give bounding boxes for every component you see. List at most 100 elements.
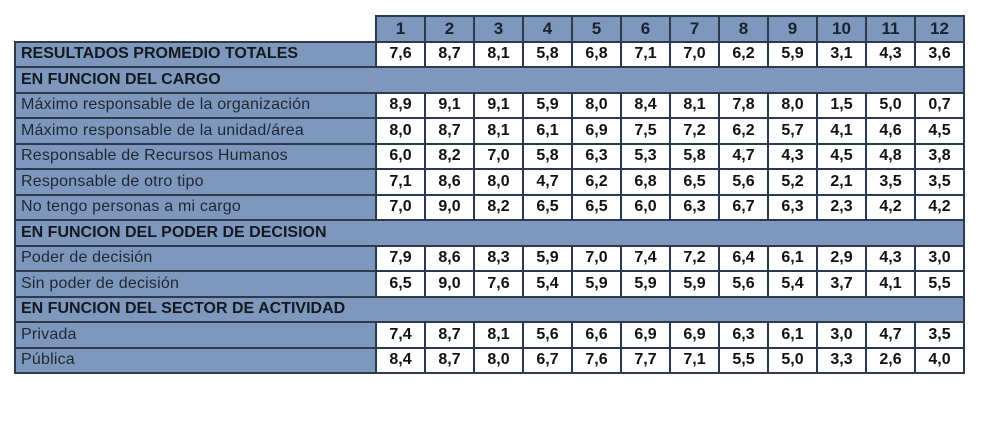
totals-label: RESULTADOS PROMEDIO TOTALES — [14, 40, 377, 68]
value-cell: 7,7 — [620, 346, 671, 374]
value-cell: 7,0 — [571, 244, 622, 272]
value-cell: 5,4 — [767, 270, 818, 298]
table-row: Máximo responsable de la unidad/área 8,0 8… — [14, 117, 965, 145]
value-cell: 3,5 — [914, 321, 965, 349]
value-cell: 6,8 — [620, 168, 671, 196]
value-cell: 6,9 — [620, 321, 671, 349]
value-cell: 5,4 — [522, 270, 573, 298]
value-cell: 4,5 — [816, 142, 867, 170]
value-cell: 8,9 — [375, 91, 426, 119]
value-cell: 9,1 — [473, 91, 524, 119]
value-cell: 8,0 — [767, 91, 818, 119]
value-cell: 3,3 — [816, 346, 867, 374]
value-cell: 8,7 — [424, 346, 475, 374]
column-header: 11 — [865, 15, 916, 43]
value-cell: 5,8 — [522, 40, 573, 68]
value-cell: 4,3 — [865, 40, 916, 68]
value-cell: 6,0 — [620, 193, 671, 221]
value-cell: 8,4 — [620, 91, 671, 119]
value-cell: 7,6 — [571, 346, 622, 374]
value-cell: 7,9 — [375, 244, 426, 272]
value-cell: 5,6 — [718, 168, 769, 196]
value-cell: 4,3 — [767, 142, 818, 170]
column-header-row: 1 2 3 4 5 6 7 8 9 10 11 12 — [15, 15, 965, 43]
value-cell: 6,7 — [718, 193, 769, 221]
value-cell: 8,0 — [571, 91, 622, 119]
value-cell: 8,2 — [473, 193, 524, 221]
value-cell: 5,8 — [669, 142, 720, 170]
table-row: Máximo responsable de la organización 8,9… — [14, 91, 965, 119]
table-row: No tengo personas a mi cargo 7,0 9,0 8,2 6,5… — [14, 193, 965, 221]
value-cell: 5,8 — [522, 142, 573, 170]
column-header: 7 — [669, 15, 720, 43]
value-cell: 9,0 — [424, 193, 475, 221]
value-cell: 4,7 — [522, 168, 573, 196]
value-cell: 7,4 — [375, 321, 426, 349]
value-cell: 6,6 — [571, 321, 622, 349]
value-cell: 4,3 — [865, 244, 916, 272]
table-row: Sin poder de decisión 6,5 9,0 7,6 5,4 5,9 5,9 5… — [14, 270, 965, 298]
value-cell: 5,9 — [669, 270, 720, 298]
value-cell: 8,0 — [473, 346, 524, 374]
value-cell: 4,2 — [914, 193, 965, 221]
value-cell: 5,0 — [767, 346, 818, 374]
value-cell: 7,1 — [375, 168, 426, 196]
value-cell: 8,1 — [473, 321, 524, 349]
value-cell: 4,1 — [865, 270, 916, 298]
value-cell: 6,2 — [571, 168, 622, 196]
value-cell: 5,5 — [914, 270, 965, 298]
value-cell: 6,1 — [522, 117, 573, 145]
value-cell: 3,0 — [816, 321, 867, 349]
value-cell: 8,6 — [424, 168, 475, 196]
value-cell: 3,7 — [816, 270, 867, 298]
value-cell: 8,7 — [424, 321, 475, 349]
value-cell: 7,2 — [669, 244, 720, 272]
value-cell: 5,9 — [620, 270, 671, 298]
column-header: 1 — [375, 15, 426, 43]
value-cell: 8,0 — [375, 117, 426, 145]
value-cell: 3,1 — [816, 40, 867, 68]
value-cell: 6,5 — [669, 168, 720, 196]
row-label: Pública — [14, 346, 377, 374]
value-cell: 6,5 — [375, 270, 426, 298]
value-cell: 6,0 — [375, 142, 426, 170]
value-cell: 7,5 — [620, 117, 671, 145]
section-header: EN FUNCION DEL CARGO — [14, 66, 965, 94]
value-cell: 5,0 — [865, 91, 916, 119]
section-header-row: EN FUNCION DEL CARGO — [14, 66, 965, 94]
value-cell: 3,8 — [914, 142, 965, 170]
value-cell: 4,7 — [718, 142, 769, 170]
value-cell: 6,9 — [669, 321, 720, 349]
value-cell: 5,9 — [522, 91, 573, 119]
row-label: Máximo responsable de la organización — [14, 91, 377, 119]
value-cell: 8,1 — [669, 91, 720, 119]
row-label: Sin poder de decisión — [14, 270, 377, 298]
value-cell: 6,1 — [767, 321, 818, 349]
value-cell: 9,1 — [424, 91, 475, 119]
value-cell: 8,0 — [473, 168, 524, 196]
value-cell: 4,8 — [865, 142, 916, 170]
column-header: 2 — [424, 15, 475, 43]
value-cell: 3,5 — [914, 168, 965, 196]
value-cell: 8,2 — [424, 142, 475, 170]
table-row: Responsable de otro tipo 7,1 8,6 8,0 4,7 6,2 6… — [14, 168, 965, 196]
row-label: Responsable de otro tipo — [14, 168, 377, 196]
table-row: Pública 8,4 8,7 8,0 6,7 7,6 7,7 7,1 5,5 5,0 3,3 2,6… — [14, 346, 965, 374]
value-cell: 3,0 — [914, 244, 965, 272]
value-cell: 6,3 — [767, 193, 818, 221]
value-cell: 4,0 — [914, 346, 965, 374]
section-header: EN FUNCION DEL PODER DE DECISION — [14, 219, 965, 247]
column-header: 12 — [914, 15, 965, 43]
value-cell: 7,8 — [718, 91, 769, 119]
value-cell: 5,6 — [718, 270, 769, 298]
column-header: 6 — [620, 15, 671, 43]
value-cell: 6,3 — [571, 142, 622, 170]
value-cell: 5,9 — [571, 270, 622, 298]
value-cell: 7,0 — [375, 193, 426, 221]
value-cell: 6,7 — [522, 346, 573, 374]
value-cell: 4,1 — [816, 117, 867, 145]
section-header-row: EN FUNCION DEL PODER DE DECISION — [14, 219, 965, 247]
value-cell: 2,6 — [865, 346, 916, 374]
value-cell: 0,7 — [914, 91, 965, 119]
table-row: Privada 7,4 8,7 8,1 5,6 6,6 6,9 6,9 6,3 6,1 3,0 4,7… — [14, 321, 965, 349]
